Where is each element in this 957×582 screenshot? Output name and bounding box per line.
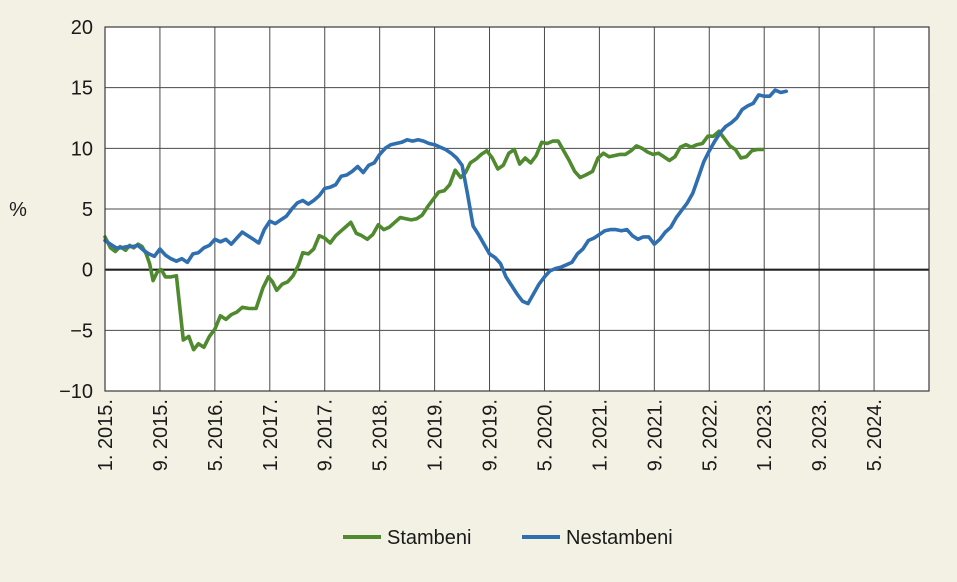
y-tick-labels: −10 −5 0 5 10 15 20 [59, 17, 93, 403]
x-tick-label: 5. 2018. [370, 399, 392, 471]
x-tick-label: 1. 2017. [260, 399, 282, 471]
grid [104, 26, 929, 392]
legend-label: Stambeni [387, 527, 472, 549]
x-tick-label: 5. 2024. [864, 399, 886, 471]
x-tick-label: 1. 2019. [425, 399, 447, 471]
x-tick-label: 9. 2021. [644, 399, 666, 471]
x-tick-labels: 1. 2015. 9. 2015. 5. 2016. 1. 2017. 9. 2017.… [95, 399, 886, 471]
series-line-nestambeni [103, 88, 788, 306]
y-tick-label: 15 [71, 78, 93, 100]
x-tick-label: 5. 2016. [205, 399, 227, 471]
x-tick-label: 9. 2019. [480, 399, 502, 471]
y-tick-label: −10 [59, 381, 93, 403]
x-tick-label: 1. 2015. [95, 399, 117, 471]
x-tick-label: 5. 2020. [534, 399, 556, 471]
y-axis-label: % [9, 199, 27, 221]
x-tick-label: 9. 2023. [809, 399, 831, 471]
x-tick-label: 9. 2015. [150, 399, 172, 471]
y-tick-label: 10 [71, 138, 93, 160]
x-tick-label: 1. 2021. [589, 399, 611, 471]
y-tick-label: 20 [71, 17, 93, 39]
legend: Stambeni Nestambeni [343, 527, 673, 549]
y-tick-label: 0 [82, 260, 93, 282]
x-tick-label: 9. 2017. [315, 399, 337, 471]
plot-frame [104, 26, 930, 392]
series-layer [103, 88, 788, 352]
x-tick-label: 1. 2023. [754, 399, 776, 471]
y-tick-label: 5 [82, 199, 93, 221]
legend-label: Nestambeni [566, 527, 673, 549]
axes [104, 26, 930, 392]
x-tick-label: 5. 2022. [699, 399, 721, 471]
y-tick-label: −5 [70, 320, 93, 342]
series-line-stambeni [103, 129, 765, 352]
